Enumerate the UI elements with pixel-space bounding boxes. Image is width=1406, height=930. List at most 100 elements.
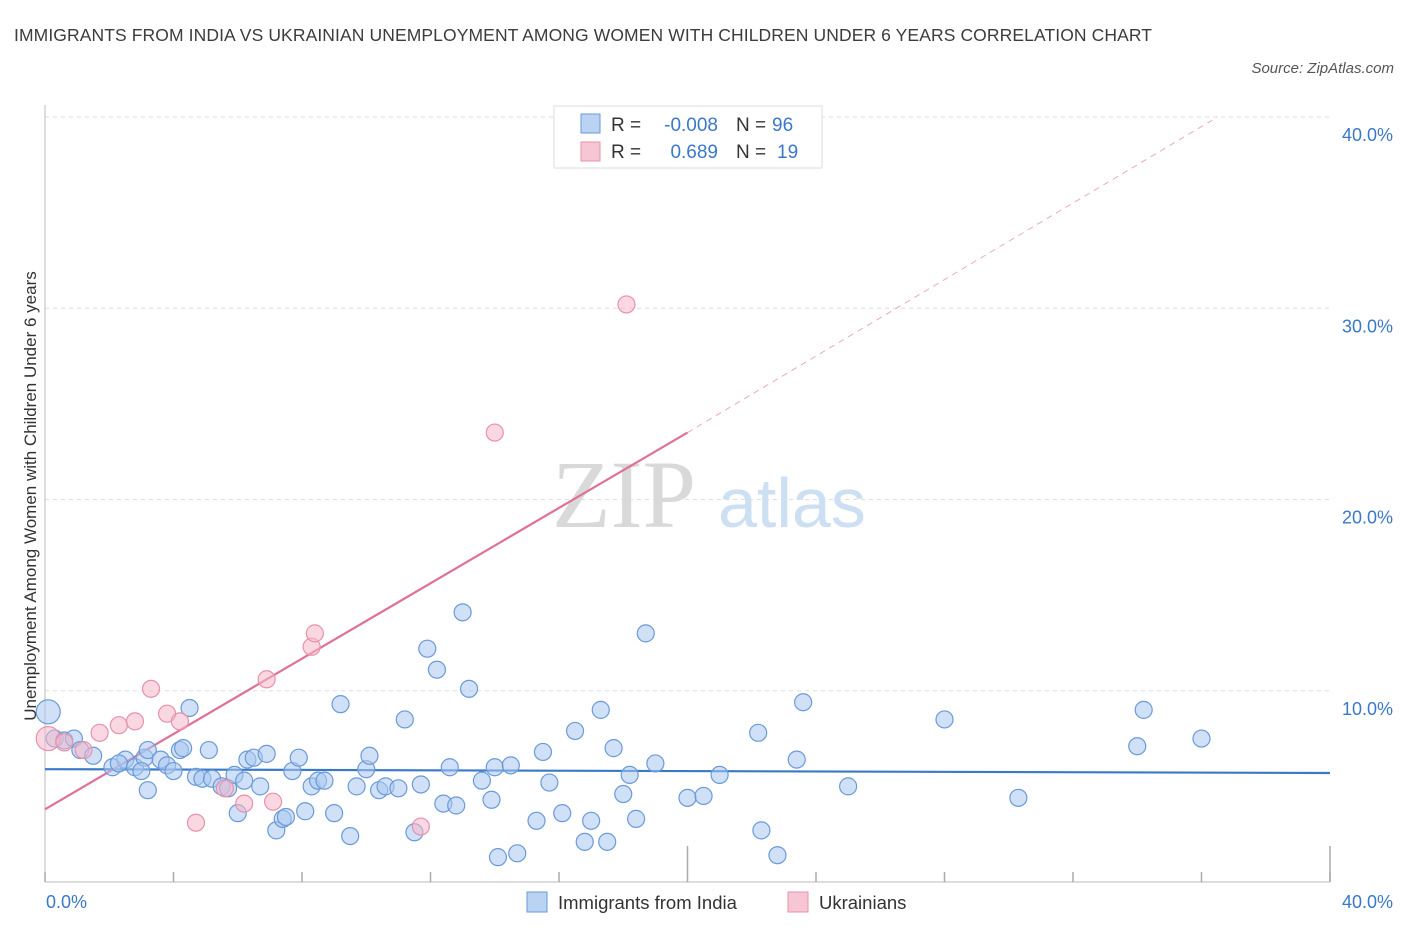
point-india [768,846,787,865]
legend-r-label-ukrainians: R = [611,142,641,163]
point-ukrainians [186,813,206,832]
point-india [276,807,296,827]
legend-n-value-ukrainians: 19 [777,142,798,163]
bottom-legend-swatch-india [526,891,548,913]
point-india [418,639,437,658]
watermark: ZIP atlas [552,441,866,548]
point-india [411,775,430,794]
watermark-zip: ZIP [552,441,696,548]
point-india [360,746,379,765]
legend-swatch-india [580,113,601,134]
point-india [389,779,408,798]
point-india [257,744,276,763]
point-india [164,761,183,781]
chart-title: IMMIGRANTS FROM INDIA VS UKRAINIAN UNEMP… [14,25,1153,45]
point-india [180,698,199,718]
point-ukrainians [55,733,74,752]
x-tick-label: 40.0% [1342,892,1393,912]
point-india [565,721,585,741]
point-india [598,832,617,851]
legend-r-value-india: -0.008 [664,115,718,136]
point-ukrainians [257,670,276,689]
point-ukrainians [411,817,430,836]
point-india [235,771,254,790]
legend-n-label-india: N = [736,115,766,136]
point-india [132,761,151,781]
point-india [485,758,504,777]
point-india [440,758,459,777]
point-india [251,777,270,796]
y-tick-label: 10.0% [1342,699,1393,719]
legend-n-label-ukrainians: N = [736,142,766,163]
point-india [1192,729,1211,748]
point-india [553,804,572,823]
point-india [325,804,344,823]
point-india [582,811,601,830]
point-india [646,754,665,773]
point-india [35,699,61,725]
point-india [935,710,954,729]
bottom-legend-label-india: Immigrants from India [558,892,738,913]
point-india [839,777,858,796]
point-india [710,765,729,785]
axes [44,105,1331,883]
point-india [1128,737,1147,756]
point-india [604,739,623,758]
point-india [488,848,508,867]
point-india [787,750,806,769]
point-india [199,740,218,760]
point-india [794,693,813,712]
point-india [331,695,350,714]
trend-line-ukrainians-extended [687,116,1218,433]
point-india [620,765,639,785]
point-india [427,660,447,679]
point-india [1009,788,1028,807]
grid-lines [45,116,1330,692]
point-ukrainians [170,712,190,731]
bottom-legend: Immigrants from India Ukrainians [526,891,906,913]
point-india [694,786,713,806]
point-india [296,802,315,821]
point-india [109,754,128,773]
point-india [1134,700,1153,719]
point-ukrainians [263,792,283,811]
legend-n-value-india: 96 [772,115,793,136]
point-ukrainians [305,624,324,643]
legend-r-value-ukrainians: 0.689 [670,142,718,163]
point-ukrainians [109,716,128,735]
point-ukrainians [617,295,636,314]
bottom-legend-label-ukrainians: Ukrainians [819,892,906,913]
y-tick-labels: 10.0% 20.0% 30.0% 40.0% [1342,125,1393,719]
point-india [533,742,553,762]
point-india [508,844,527,863]
point-india [501,756,520,775]
point-india [315,771,334,790]
point-ukrainians [141,679,161,698]
point-india [341,826,360,846]
point-india [591,700,610,719]
point-india [482,790,501,809]
point-ukrainians [215,779,234,798]
legend-swatch-ukrainians [580,141,601,162]
y-axis-label: Unemployment Among Women with Children U… [21,271,40,720]
point-india [749,723,768,742]
y-tick-label: 20.0% [1342,508,1393,528]
point-india [138,781,157,800]
point-ukrainians [74,740,93,760]
watermark-atlas: atlas [718,464,866,542]
data-points [35,295,1211,867]
point-india [575,832,594,851]
point-ukrainians [90,723,109,742]
point-india [347,777,366,796]
point-india [752,821,771,840]
point-india [138,740,157,760]
y-tick-label: 30.0% [1342,316,1393,336]
legend-box: R = -0.008 N = 96 R = 0.689 N = 19 [553,105,823,169]
point-india [614,784,633,804]
x-tick-labels: 0.0% 40.0% [46,892,1393,912]
point-india [395,710,414,729]
point-india [636,624,655,643]
point-india [626,809,646,828]
point-ukrainians [125,712,145,731]
